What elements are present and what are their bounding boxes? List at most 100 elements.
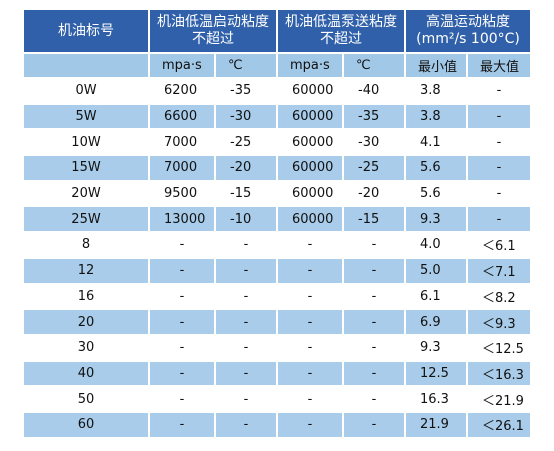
table-cell: 6.9	[406, 310, 466, 334]
table-cell: ＜9.3	[468, 310, 530, 334]
table-cell: 9500	[164, 186, 198, 202]
table-cell: 6600	[150, 104, 214, 129]
header-row: 机油标号 机油低温启动粘度 不超过 机油低温泵送粘度 不超过 高温运动粘度 (mm²/s 1…	[24, 10, 530, 52]
table-cell: -	[243, 288, 249, 304]
table-cell: -	[278, 258, 342, 283]
subheader-cell: mpa·s	[150, 54, 214, 77]
data-row: 0W 6200 -35 60000 -40 3.8 -	[24, 79, 530, 103]
table-cell: -	[307, 237, 313, 253]
subheader-text: mpa·s	[290, 58, 330, 73]
table-cell: ＜12.5	[482, 342, 524, 358]
table-cell: ＜21.9	[482, 393, 524, 409]
table-cell: -	[243, 391, 249, 407]
table-cell: -	[150, 258, 214, 283]
header-cell: 高温运动粘度 (mm²/s 100°C)	[406, 10, 530, 52]
table-cell: ＜6.1	[482, 239, 516, 255]
table-cell: -	[496, 83, 502, 99]
table-cell: 60000	[292, 83, 334, 99]
table-cell: -	[468, 207, 530, 232]
data-row: 20W 9500 -15 60000 -20 5.6 -	[24, 182, 530, 206]
viscosity-table: 机油标号 机油低温启动粘度 不超过 机油低温泵送粘度 不超过 高温运动粘度 (mm²/s 1…	[22, 8, 532, 439]
table-cell: -	[216, 412, 276, 437]
table-cell: -15	[230, 186, 252, 202]
table-cell: 15W	[24, 156, 148, 180]
subheader-text: ℃	[228, 58, 243, 73]
table-cell: ＜16.3	[468, 361, 530, 386]
table-cell: 50	[77, 391, 95, 407]
table-cell: -	[216, 310, 276, 334]
subheader-text: 最大值	[480, 60, 520, 75]
table-cell: 5.6	[406, 156, 466, 180]
subheader-text: 最小值	[418, 60, 458, 75]
table-cell: -	[344, 258, 404, 283]
table-cell: 40	[24, 361, 148, 386]
table-cell: -	[243, 237, 249, 253]
data-row: 25W 13000 -10 60000 -15 9.3-	[24, 207, 530, 232]
table-cell: -	[371, 391, 377, 407]
subheader-cell: 最小值	[406, 54, 466, 77]
table-cell: -	[344, 412, 404, 437]
table-cell: -	[371, 288, 377, 304]
data-row: 15W 7000 -20 60000 -25 5.6-	[24, 156, 530, 180]
table-cell: 60000	[278, 104, 342, 129]
header-text: 高温运动粘度	[426, 14, 510, 30]
data-row: 10W 7000 -25 60000 -30 4.1 -	[24, 130, 530, 154]
table-cell: -20	[358, 186, 380, 202]
table-cell: -	[216, 258, 276, 283]
table-cell: 20	[24, 310, 148, 334]
table-cell: -30	[358, 134, 380, 150]
table-cell: 6200	[164, 83, 198, 99]
table-cell: 8	[81, 237, 91, 253]
data-row: 5W 6600 -30 60000 -35 3.8-	[24, 104, 530, 129]
data-row: 8 - - - - 4.0 ＜6.1	[24, 233, 530, 257]
table-cell: -30	[216, 104, 276, 129]
table-cell: 12.5	[406, 361, 466, 386]
table-cell: 20W	[71, 186, 101, 202]
table-cell: -	[278, 310, 342, 334]
data-row: 12- - - -5.0 ＜7.1	[24, 258, 530, 283]
subheader-cell: ℃	[344, 54, 404, 77]
table-cell: -	[344, 361, 404, 386]
subheader-text: ℃	[356, 58, 371, 73]
table-cell: 3.8	[420, 83, 441, 99]
data-row: 20- - - -6.9 ＜9.3	[24, 310, 530, 334]
header-text: (mm²/s 100°C)	[416, 31, 520, 47]
table-cell: -25	[230, 134, 252, 150]
header-text: 机油低温泵送粘度	[285, 14, 397, 30]
table-cell: 6.1	[420, 288, 441, 304]
table-cell: 60000	[292, 186, 334, 202]
header-cell: 机油低温泵送粘度 不超过	[278, 10, 404, 52]
subheader-cell	[24, 54, 148, 77]
table-cell: 12	[24, 258, 148, 283]
table-cell: 16	[77, 288, 95, 304]
table-cell: 60	[24, 412, 148, 437]
table-cell: -	[179, 237, 185, 253]
table-cell: 5.0	[406, 258, 466, 283]
header-cell: 机油标号	[24, 10, 148, 52]
data-row: 60- - - -21.9 ＜26.1	[24, 412, 530, 437]
table-cell: 7000	[164, 134, 198, 150]
table-cell: -35	[344, 104, 404, 129]
table-cell: 13000	[150, 207, 214, 232]
table-cell: 60000	[292, 134, 334, 150]
table-cell: ＜8.2	[482, 290, 516, 306]
subheader-cell: mpa·s	[278, 54, 342, 77]
subheader-row: mpa·s ℃ mpa·s ℃ 最小值 最大值	[24, 54, 530, 77]
header-text: 机油低温启动粘度	[157, 14, 269, 30]
table-cell: 60000	[278, 207, 342, 232]
table-cell: -20	[216, 156, 276, 180]
table-cell: -	[216, 361, 276, 386]
table-cell: -	[243, 340, 249, 356]
table-cell: -	[278, 412, 342, 437]
table-cell: -	[307, 391, 313, 407]
table-cell: 5.6	[420, 186, 441, 202]
table-cell: 16.3	[420, 391, 449, 407]
table-cell: -	[496, 134, 502, 150]
subheader-cell: ℃	[216, 54, 276, 77]
table-cell: -	[179, 340, 185, 356]
table-cell: -	[496, 186, 502, 202]
table-cell: 25W	[24, 207, 148, 232]
subheader-cell: 最大值	[468, 54, 530, 77]
table-cell: -	[278, 361, 342, 386]
table-cell: 0W	[75, 83, 97, 99]
